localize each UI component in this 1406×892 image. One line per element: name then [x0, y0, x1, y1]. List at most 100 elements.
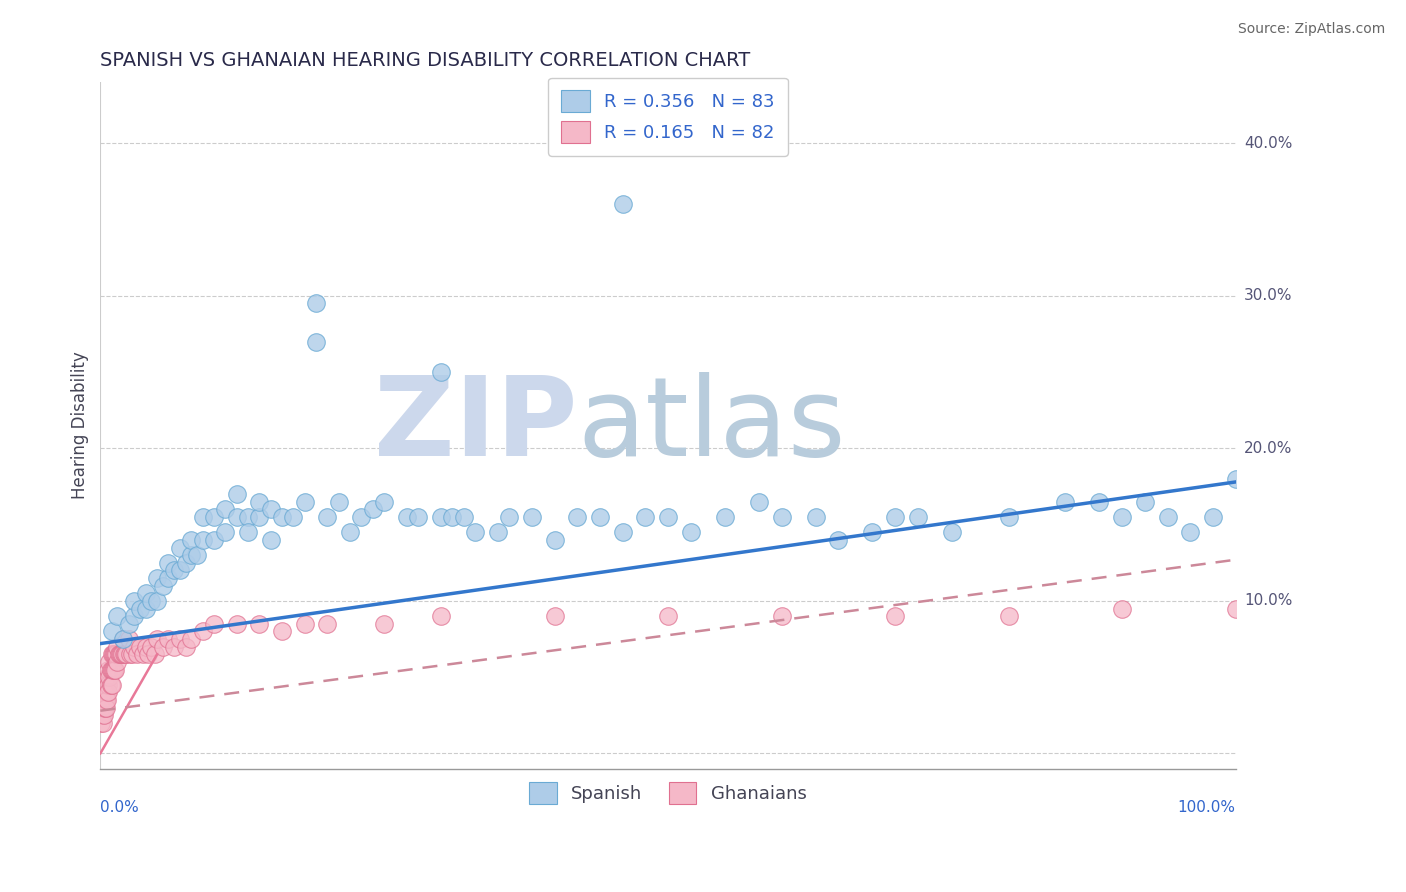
Point [486, 525, 509, 540]
Point [247, 510, 270, 524]
Point [103, 647, 125, 661]
Point [202, 616, 225, 631]
Point [328, 495, 350, 509]
Point [118, 632, 141, 646]
Point [430, 510, 453, 524]
Point [96, 693, 118, 707]
Point [94, 700, 117, 714]
Point [100, 624, 122, 639]
Point [90, 715, 112, 730]
Point [118, 616, 141, 631]
Point [90, 700, 112, 714]
Point [260, 502, 283, 516]
Point [107, 647, 129, 661]
Point [152, 640, 174, 654]
Point [108, 647, 131, 661]
Text: 20.0%: 20.0% [1244, 441, 1292, 456]
Point [430, 609, 453, 624]
Point [247, 616, 270, 631]
Point [191, 624, 214, 639]
Point [94, 700, 117, 714]
Point [1054, 495, 1077, 509]
Point [180, 548, 202, 562]
Text: 0.0%: 0.0% [100, 799, 139, 814]
Point [98, 670, 121, 684]
Point [132, 647, 155, 661]
Legend: Spanish, Ghanaians: Spanish, Ghanaians [522, 774, 814, 811]
Point [146, 594, 169, 608]
Point [124, 594, 146, 608]
Point [186, 548, 208, 562]
Point [361, 502, 384, 516]
Point [316, 616, 339, 631]
Point [271, 624, 294, 639]
Point [997, 609, 1019, 624]
Point [294, 495, 316, 509]
Point [96, 685, 118, 699]
Point [453, 510, 475, 524]
Point [157, 556, 180, 570]
Point [1225, 601, 1247, 615]
Point [112, 632, 135, 646]
Point [1156, 510, 1178, 524]
Point [100, 647, 122, 661]
Point [111, 647, 134, 661]
Point [1180, 525, 1202, 540]
Point [118, 647, 141, 661]
Point [112, 647, 135, 661]
Point [1111, 510, 1133, 524]
Point [100, 663, 122, 677]
Point [202, 533, 225, 547]
Point [105, 640, 128, 654]
Point [104, 647, 127, 661]
Point [180, 533, 202, 547]
Point [350, 510, 373, 524]
Point [997, 510, 1019, 524]
Point [543, 533, 565, 547]
Point [105, 647, 128, 661]
Point [97, 663, 120, 677]
Point [180, 632, 202, 646]
Point [941, 525, 963, 540]
Point [236, 510, 259, 524]
Point [543, 609, 565, 624]
Text: atlas: atlas [578, 372, 846, 479]
Point [98, 655, 121, 669]
Point [1202, 510, 1225, 524]
Point [714, 510, 737, 524]
Point [214, 502, 236, 516]
Point [430, 365, 453, 379]
Point [305, 334, 328, 349]
Point [612, 197, 634, 211]
Point [136, 647, 159, 661]
Text: 100.0%: 100.0% [1178, 799, 1236, 814]
Point [143, 647, 166, 661]
Point [520, 510, 543, 524]
Point [93, 708, 115, 723]
Point [260, 533, 283, 547]
Point [804, 510, 827, 524]
Point [1111, 601, 1133, 615]
Point [441, 510, 464, 524]
Point [214, 525, 236, 540]
Point [100, 663, 122, 677]
Point [283, 510, 305, 524]
Point [1133, 495, 1156, 509]
Text: ZIP: ZIP [374, 372, 578, 479]
Point [316, 510, 339, 524]
Point [225, 616, 247, 631]
Text: 30.0%: 30.0% [1244, 288, 1292, 303]
Point [169, 563, 191, 577]
Point [100, 678, 122, 692]
Point [395, 510, 418, 524]
Point [91, 715, 114, 730]
Point [101, 647, 124, 661]
Point [141, 640, 163, 654]
Point [305, 296, 328, 310]
Point [110, 647, 132, 661]
Point [157, 571, 180, 585]
Point [191, 510, 214, 524]
Point [373, 495, 395, 509]
Point [225, 510, 247, 524]
Point [135, 586, 157, 600]
